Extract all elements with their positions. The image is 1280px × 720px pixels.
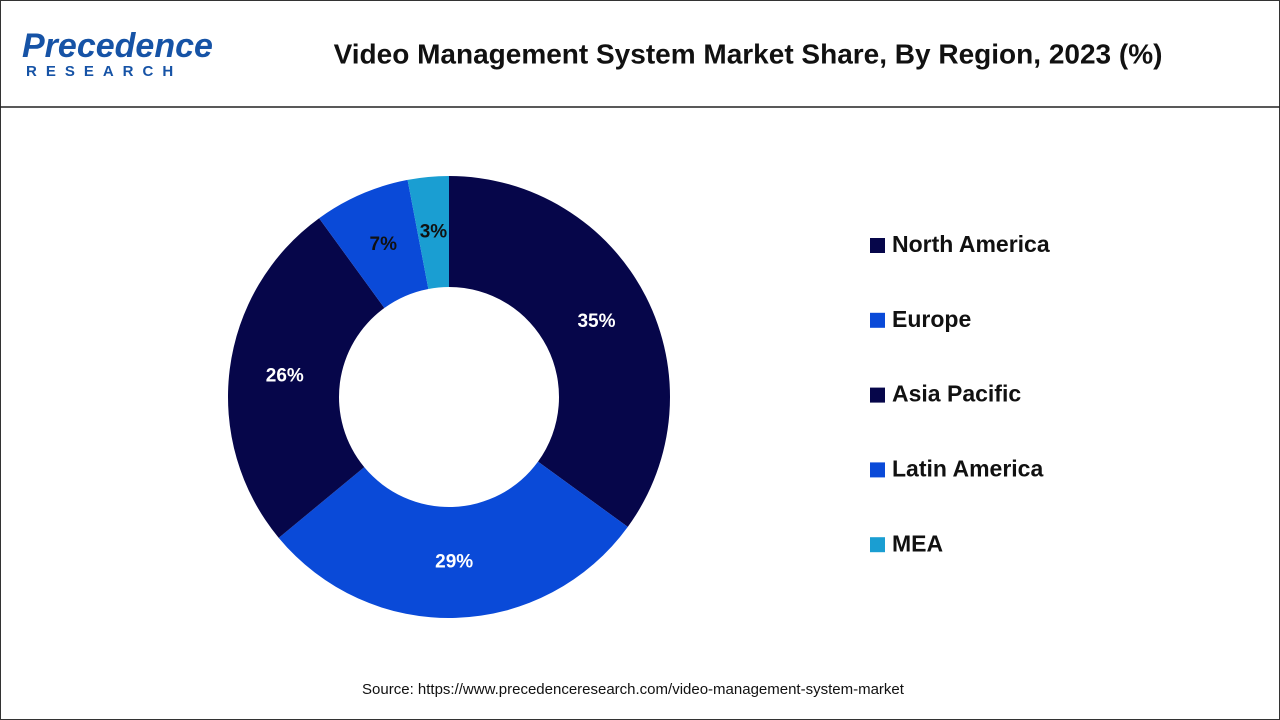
legend-swatch <box>870 462 885 478</box>
plot: 35% 29% 26% 7% 3% North America Europe Asia Pac… <box>227 176 1050 618</box>
legend-swatch <box>870 312 885 328</box>
donut-slice <box>319 179 429 309</box>
donut-slice <box>278 461 628 618</box>
chart-title: Video Management System Market Share, By… <box>334 38 1163 69</box>
data-label: 29% <box>435 551 473 572</box>
data-label: 35% <box>577 311 615 332</box>
donut-slice <box>227 218 385 538</box>
data-label: 7% <box>370 234 398 255</box>
logo-tagline: RESEARCH <box>26 63 182 80</box>
data-label: 3% <box>420 221 448 242</box>
legend-label: North America <box>892 231 1050 257</box>
legend-swatch <box>870 387 885 403</box>
legend-swatch <box>870 537 885 553</box>
logo-name: Precedence <box>22 27 213 65</box>
data-label: 26% <box>266 365 304 386</box>
legend-label: Latin America <box>892 455 1043 481</box>
legend-label: Asia Pacific <box>892 381 1021 407</box>
donut-slice <box>449 176 671 527</box>
donut-slice <box>407 176 449 289</box>
legend-label: MEA <box>892 530 943 556</box>
legend-label: Europe <box>892 306 971 332</box>
legend-swatch <box>870 238 885 253</box>
source: Source: https://www.precedenceresearch.c… <box>362 681 905 698</box>
